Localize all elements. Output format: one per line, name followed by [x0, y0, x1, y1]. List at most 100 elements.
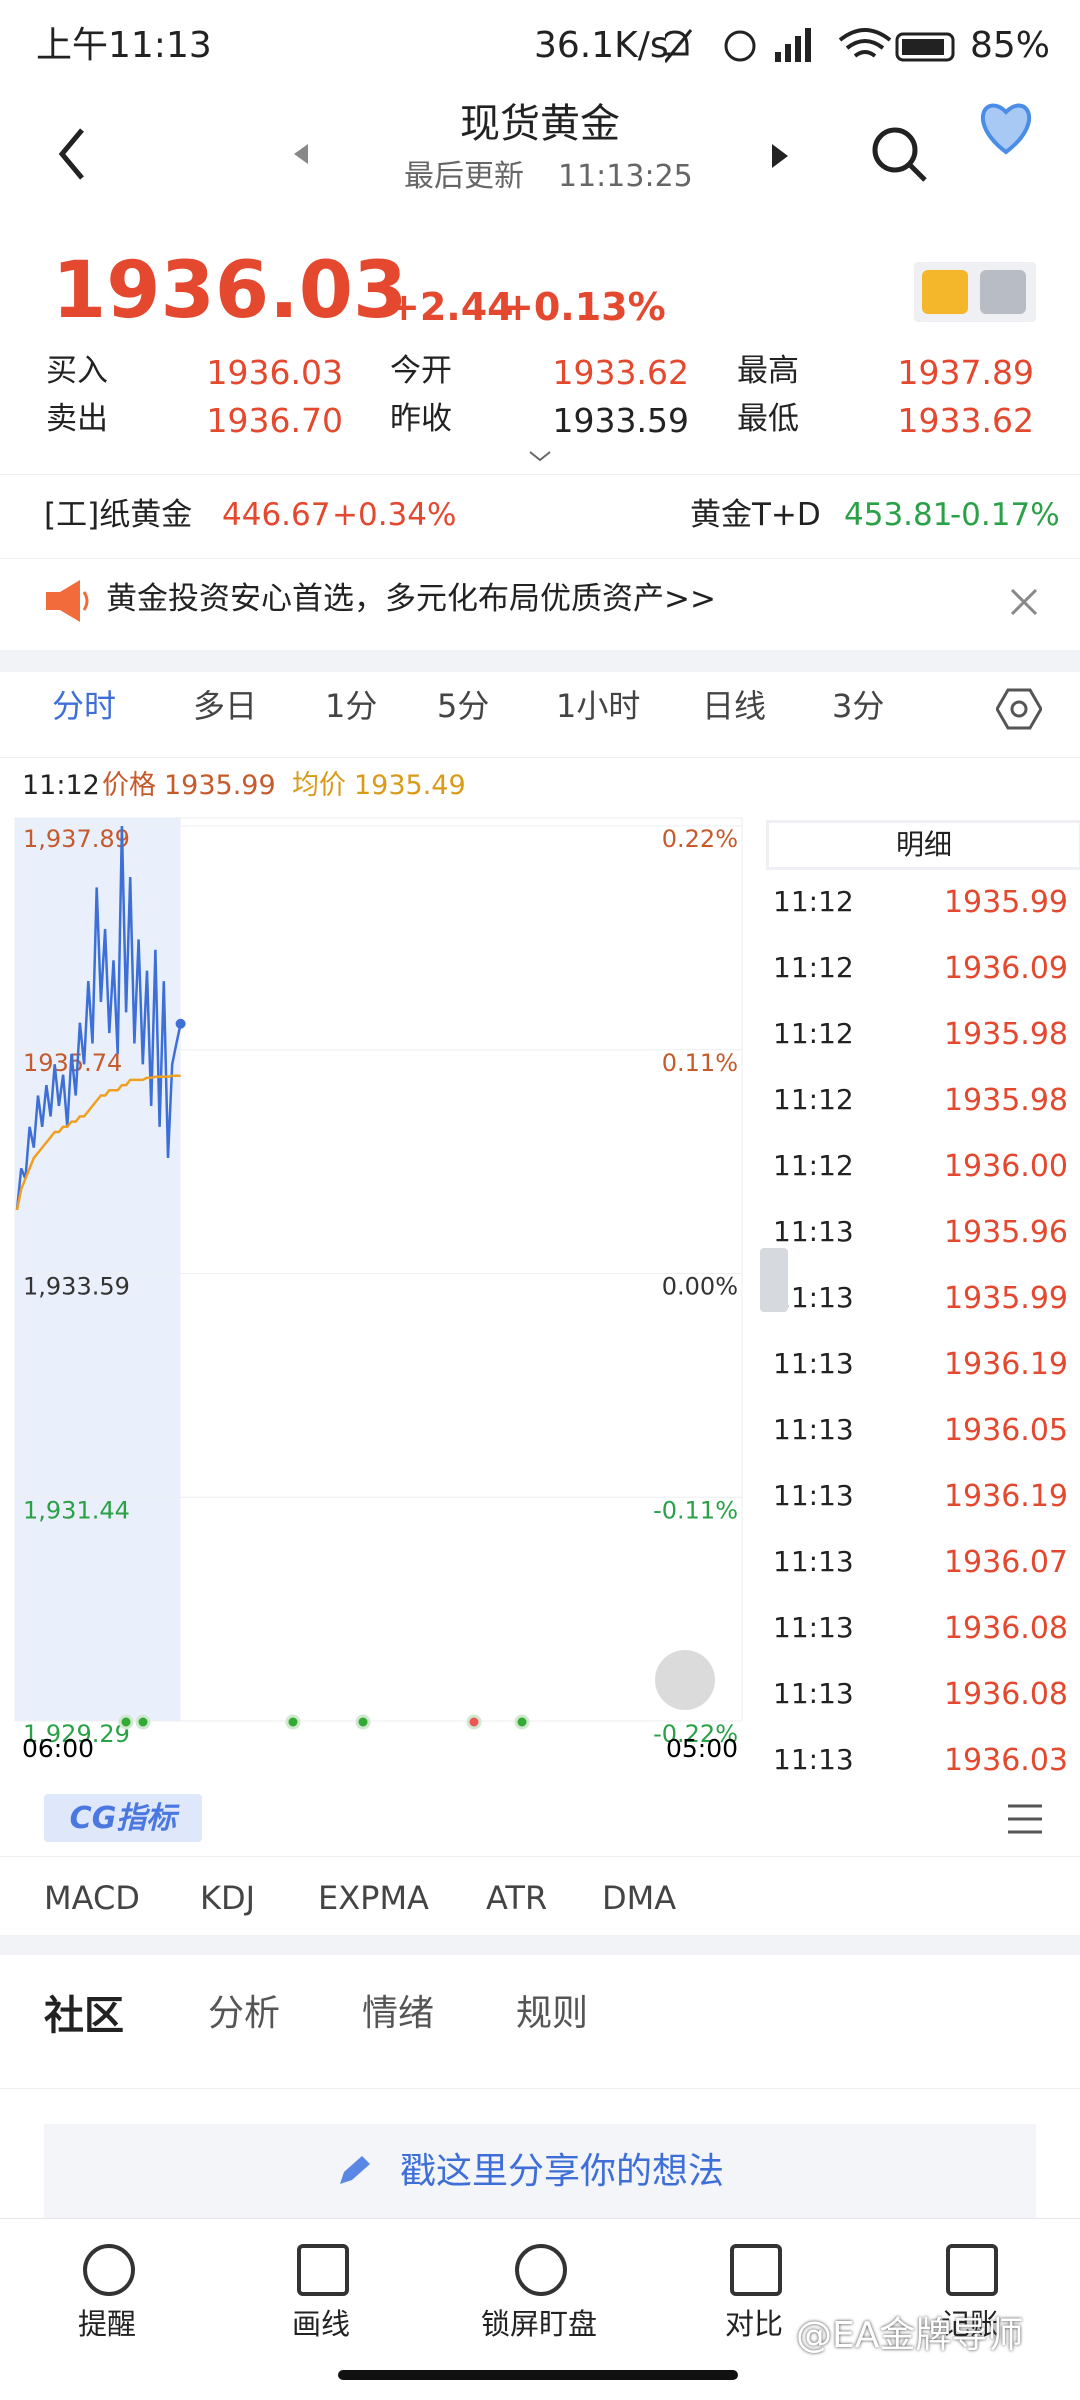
detail-time: 11:13	[773, 1215, 854, 1248]
nav-icon	[515, 2244, 567, 2296]
detail-price: 1936.03	[943, 1743, 1068, 1778]
nav-icon	[730, 2244, 782, 2296]
x-label: 05:00	[666, 1734, 738, 1763]
detail-time: 11:13	[773, 1347, 854, 1380]
y2-tick-label: 0.22%	[662, 825, 738, 853]
detail-price: 1936.08	[943, 1611, 1068, 1646]
quote-label: 卖出	[46, 401, 108, 437]
info-price-label: 价格	[102, 770, 156, 801]
quote-label: 买入	[46, 353, 108, 389]
close[interactable]	[1010, 588, 1038, 616]
detail-price: 1935.96	[943, 1215, 1068, 1250]
detail-price: 1936.07	[943, 1545, 1068, 1580]
detail-price: 1935.99	[943, 1281, 1068, 1316]
panel-toggle[interactable]	[760, 1248, 788, 1312]
toggle-icons[interactable]	[914, 262, 1036, 322]
community-tab[interactable]: 社区	[44, 1993, 124, 2039]
community-tab[interactable]: 情绪	[362, 1993, 435, 2034]
indicator-badge-bg	[44, 1794, 202, 1842]
related-value: 453.81	[844, 497, 953, 533]
back[interactable]	[58, 128, 84, 180]
detail-price: 1936.08	[943, 1677, 1068, 1712]
post-placeholder[interactable]: 戳这里分享你的想法	[400, 2151, 725, 2192]
nav-label[interactable]: 画线	[291, 2307, 350, 2341]
indicator-tab[interactable]: ATR	[486, 1879, 548, 1917]
next[interactable]	[772, 144, 788, 168]
battery: 85%	[970, 25, 1051, 66]
related-change: -0.17%	[950, 497, 1060, 533]
quote-label: 最高	[737, 353, 799, 389]
indicator-tab[interactable]: KDJ	[200, 1879, 256, 1917]
period-tab[interactable]: 5分	[437, 687, 490, 725]
quote-value: 1933.62	[897, 401, 1034, 440]
nav-icon	[946, 2244, 998, 2296]
detail-price: 1936.05	[943, 1413, 1068, 1448]
event-dot	[118, 1714, 134, 1730]
post-input[interactable]	[44, 2124, 1036, 2218]
quote-value: 1933.59	[552, 401, 689, 440]
related-value: 446.67	[222, 497, 331, 533]
quote-value: 1933.62	[552, 353, 689, 392]
nav-label[interactable]: 记账	[940, 2307, 999, 2341]
nav-label[interactable]: 提醒	[77, 2307, 136, 2341]
y2-tick-label: 0.11%	[662, 1049, 738, 1077]
event-dot	[466, 1714, 482, 1730]
period-tab[interactable]: 3分	[832, 687, 885, 725]
indicator-tab[interactable]: DMA	[602, 1879, 677, 1917]
detail-price: 1935.98	[943, 1017, 1068, 1052]
search[interactable]	[872, 127, 918, 173]
speaker-icon	[46, 580, 89, 622]
nav-icon	[297, 2244, 349, 2296]
nav-label[interactable]: 对比	[724, 2307, 783, 2341]
quote-value: 1936.70	[206, 401, 343, 440]
detail-time: 11:12	[773, 1017, 854, 1050]
detail-price: 1936.09	[943, 951, 1068, 986]
prev[interactable]	[294, 144, 308, 164]
series-line	[15, 825, 182, 1211]
period-tab[interactable]: 日线	[702, 687, 767, 725]
header-icons	[58, 103, 1031, 182]
community-tab[interactable]: 规则	[516, 1993, 589, 2034]
detail-price: 1936.00	[943, 1149, 1068, 1184]
banner[interactable]: 黄金投资安心首选，多元化布局优质资产>>	[106, 581, 716, 617]
watermark: @EA金牌导师	[796, 2315, 1024, 2356]
event-dot	[285, 1714, 301, 1730]
detail-price: 1935.98	[943, 1083, 1068, 1118]
change: +2.44	[388, 285, 514, 329]
related-name: [工]纸黄金	[44, 497, 193, 533]
detail-time: 11:13	[773, 1677, 854, 1710]
period-tab[interactable]: 多日	[193, 687, 258, 725]
indicator-tab[interactable]: MACD	[44, 1879, 140, 1917]
favorite[interactable]	[981, 103, 1031, 155]
settings[interactable]	[996, 688, 1042, 730]
period-tab[interactable]: 分时	[52, 687, 117, 725]
menu[interactable]	[1008, 1804, 1042, 1834]
info-price: 1935.99	[164, 770, 276, 801]
y2-tick-label: -0.11%	[653, 1496, 738, 1524]
event-dot	[514, 1714, 530, 1730]
event-dot	[135, 1714, 151, 1730]
nav-label[interactable]: 锁屏盯盘	[480, 2307, 597, 2341]
y2-tick-label: 0.00%	[662, 1273, 738, 1301]
info-avg-label: 均价	[292, 770, 346, 801]
update-label: 最后更新	[404, 159, 524, 194]
detail-time: 11:12	[773, 885, 854, 918]
fullscreen[interactable]	[655, 1650, 715, 1710]
expand[interactable]	[528, 448, 552, 464]
status-speed: 36.1K/s	[534, 25, 669, 66]
quote-value: 1937.89	[897, 353, 1034, 392]
community-tab[interactable]: 分析	[208, 1993, 281, 2034]
related-change: +0.34%	[332, 497, 457, 533]
indicator-badge[interactable]: CG指标	[69, 1801, 177, 1836]
x-label: 06:00	[22, 1734, 94, 1763]
home-indicator	[338, 2370, 738, 2380]
indicator-tab[interactable]: EXPMA	[318, 1879, 429, 1917]
status-time: 上午11:13	[36, 25, 212, 66]
event-dot	[355, 1714, 371, 1730]
period-tab[interactable]: 1小时	[556, 687, 641, 725]
detail-time: 11:12	[773, 1149, 854, 1182]
detail-time: 11:12	[773, 951, 854, 984]
quote-label: 昨收	[390, 401, 452, 437]
period-tab[interactable]: 1分	[325, 687, 378, 725]
